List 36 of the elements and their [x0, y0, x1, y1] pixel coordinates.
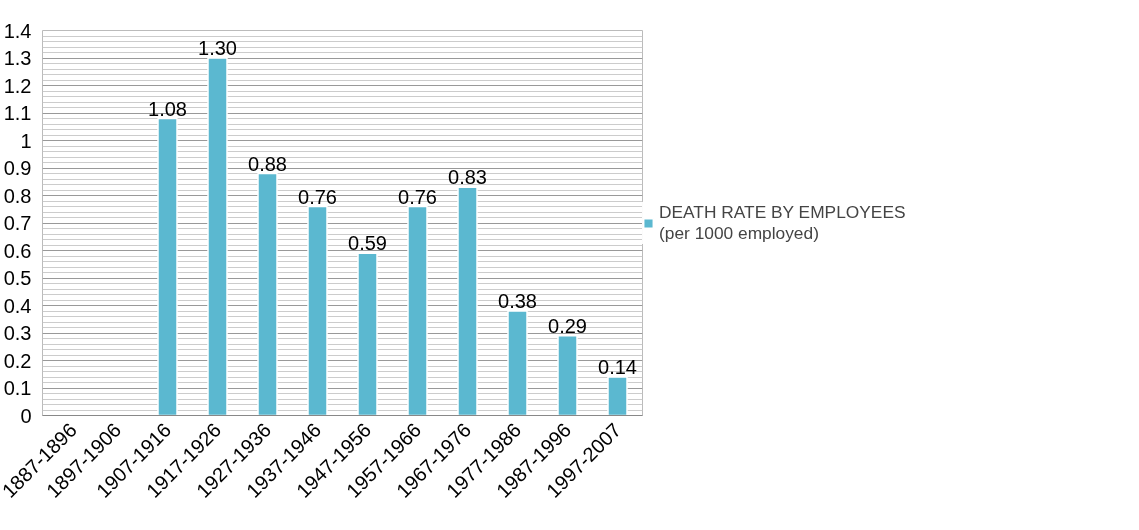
- bar: [207, 57, 228, 416]
- y-tick-label: 0.7: [3, 212, 32, 234]
- y-tick-label: 0.3: [3, 322, 32, 344]
- y-tick-label: 0.5: [3, 267, 32, 289]
- bar: [457, 186, 478, 416]
- y-tick-label: 1.1: [3, 102, 32, 124]
- y-tick-label: 1: [20, 129, 32, 152]
- y-tick-label: 1.4: [3, 19, 32, 42]
- data-label: 0.76: [298, 185, 337, 208]
- data-label: 1.30: [198, 37, 237, 59]
- y-tick-label: 0: [20, 404, 32, 427]
- y-tick-label: 0.6: [3, 239, 32, 262]
- y-tick-label: 0.2: [3, 349, 32, 372]
- data-label: 0.76: [398, 185, 437, 208]
- bar: [407, 205, 428, 416]
- data-label: 0.83: [448, 166, 487, 189]
- data-label: 0.88: [248, 152, 287, 175]
- data-label: 0.59: [348, 232, 387, 255]
- data-label: 0.38: [498, 290, 537, 312]
- y-tick-label: 1.2: [3, 74, 32, 97]
- bar: [507, 310, 528, 416]
- bar: [607, 376, 628, 416]
- bar: [157, 117, 178, 416]
- bar: [307, 205, 328, 416]
- y-tick-label: 0.1: [3, 377, 32, 399]
- bar: [357, 252, 378, 416]
- y-tick-label: 0.9: [3, 157, 32, 179]
- bar: [557, 335, 578, 416]
- data-label: 1.08: [148, 97, 187, 120]
- legend-label: DEATH RATE BY EMPLOYEES (per 1000 employed): [659, 201, 906, 244]
- data-label: 0.14: [598, 356, 637, 378]
- y-tick-label: 0.4: [3, 294, 32, 317]
- y-tick-label: 0.8: [3, 184, 32, 207]
- y-tick-label: 1.3: [3, 47, 32, 69]
- data-label: 0.29: [548, 314, 587, 337]
- bar: [257, 172, 278, 416]
